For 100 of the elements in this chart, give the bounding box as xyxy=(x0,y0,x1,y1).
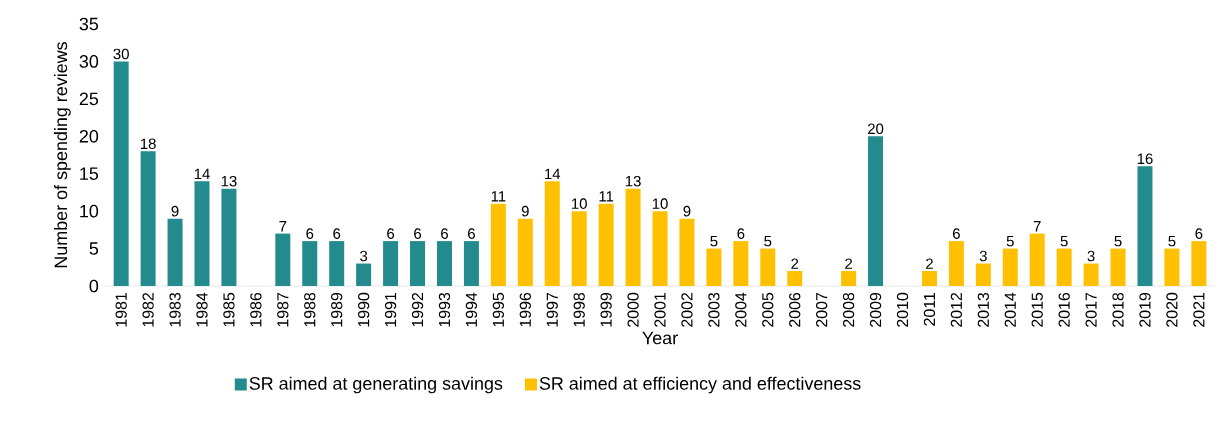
bar xyxy=(625,188,641,286)
bar xyxy=(410,241,426,286)
bar xyxy=(544,181,560,286)
data-label: 30 xyxy=(113,48,129,60)
x-tick-label: 1982 xyxy=(142,292,154,327)
legend-label: SR aimed at generating savings xyxy=(249,376,503,394)
bar xyxy=(921,271,937,286)
x-tick-label: 2016 xyxy=(1058,292,1070,327)
bar xyxy=(1137,166,1153,286)
bar xyxy=(1164,248,1180,286)
bar xyxy=(463,241,479,286)
data-label: 6 xyxy=(441,228,448,239)
data-label: 3 xyxy=(360,250,368,262)
x-tick-label: 1991 xyxy=(384,292,397,327)
bar xyxy=(598,203,614,286)
x-tick-label: 1988 xyxy=(304,292,316,327)
bar xyxy=(652,211,668,286)
data-label: 13 xyxy=(221,175,237,187)
x-tick-label: 2014 xyxy=(1004,292,1016,327)
bar xyxy=(221,188,237,286)
data-label: 10 xyxy=(572,198,587,209)
x-tick-label: 1981 xyxy=(115,292,127,327)
bar xyxy=(1110,248,1126,286)
x-tick-label: 2020 xyxy=(1166,292,1178,327)
x-tick-label: 1997 xyxy=(546,292,558,327)
data-label: 7 xyxy=(279,221,287,232)
x-tick-label: 2004 xyxy=(735,292,747,327)
x-tick-label: 1990 xyxy=(358,292,370,327)
x-tick-label: 2003 xyxy=(708,292,720,327)
bar xyxy=(356,263,372,286)
bar xyxy=(194,181,210,286)
data-label: 6 xyxy=(333,228,341,239)
x-tick-label: 2002 xyxy=(681,292,693,327)
data-label: 5 xyxy=(710,235,718,247)
x-tick-label: 2017 xyxy=(1085,292,1097,327)
bar xyxy=(302,241,318,286)
data-label: 18 xyxy=(140,138,156,150)
x-axis-title: Year xyxy=(642,331,678,345)
data-label: 2 xyxy=(926,258,933,269)
x-tick-label: 2011 xyxy=(923,292,936,326)
x-tick-label: 2000 xyxy=(627,292,639,327)
x-tick-label: 2015 xyxy=(1031,292,1043,327)
legend-label: SR aimed at efficiency and effectiveness xyxy=(539,376,861,394)
data-label: 5 xyxy=(1168,235,1176,247)
data-label: 6 xyxy=(1195,228,1203,239)
bar xyxy=(1002,248,1018,286)
data-label: 9 xyxy=(683,205,691,217)
data-label: 6 xyxy=(387,228,395,239)
y-axis-title: Number of spending reviews xyxy=(54,42,71,268)
x-tick-label: 2001 xyxy=(654,292,666,327)
bar xyxy=(733,241,749,286)
bar xyxy=(760,248,776,286)
bar xyxy=(1191,241,1207,286)
data-label: 2 xyxy=(845,258,853,269)
data-label: 5 xyxy=(1006,235,1014,247)
x-tick-label: 2006 xyxy=(789,292,801,327)
data-label: 5 xyxy=(1114,235,1122,247)
y-tick-label: 25 xyxy=(79,92,99,106)
y-tick-label: 35 xyxy=(79,17,99,31)
data-label: 6 xyxy=(952,228,960,239)
data-label: 13 xyxy=(625,175,641,187)
bar xyxy=(490,203,506,286)
data-label: 16 xyxy=(1137,153,1153,165)
x-tick-label: 1992 xyxy=(411,292,424,327)
x-tick-label: 2010 xyxy=(896,292,909,327)
bar xyxy=(113,61,129,286)
bar xyxy=(329,241,345,286)
data-label: 14 xyxy=(194,168,210,179)
x-tick-label: 1986 xyxy=(250,292,262,327)
data-label: 14 xyxy=(545,168,561,179)
bar xyxy=(436,241,452,286)
bar xyxy=(1083,263,1099,286)
data-label: 5 xyxy=(764,235,772,247)
data-label: 6 xyxy=(737,228,745,239)
x-tick-label: 2009 xyxy=(869,292,882,327)
x-tick-label: 1998 xyxy=(573,292,585,327)
x-tick-label: 1999 xyxy=(600,292,612,327)
bar xyxy=(383,241,399,286)
data-label: 10 xyxy=(652,198,668,209)
data-label: 2 xyxy=(791,258,799,269)
y-tick-label: 30 xyxy=(79,55,99,68)
bar xyxy=(679,218,695,286)
x-tick-label: 1987 xyxy=(277,292,289,327)
x-tick-label: 1996 xyxy=(519,292,531,327)
data-label: 5 xyxy=(1060,235,1068,247)
x-tick-label: 2008 xyxy=(842,292,855,327)
y-tick-label: 20 xyxy=(79,129,99,143)
bar xyxy=(975,263,991,286)
data-label: 11 xyxy=(491,191,506,202)
data-label: 9 xyxy=(521,205,529,217)
x-tick-label: 1989 xyxy=(331,292,343,327)
data-label: 6 xyxy=(306,228,314,239)
y-tick-label: 0 xyxy=(89,279,99,293)
x-tick-label: 1983 xyxy=(169,292,181,327)
data-label: 3 xyxy=(1087,250,1095,262)
data-label: 20 xyxy=(867,123,884,135)
bar xyxy=(787,271,803,286)
bar xyxy=(948,241,964,286)
x-tick-label: 2019 xyxy=(1139,292,1151,327)
data-label: 6 xyxy=(468,228,475,239)
